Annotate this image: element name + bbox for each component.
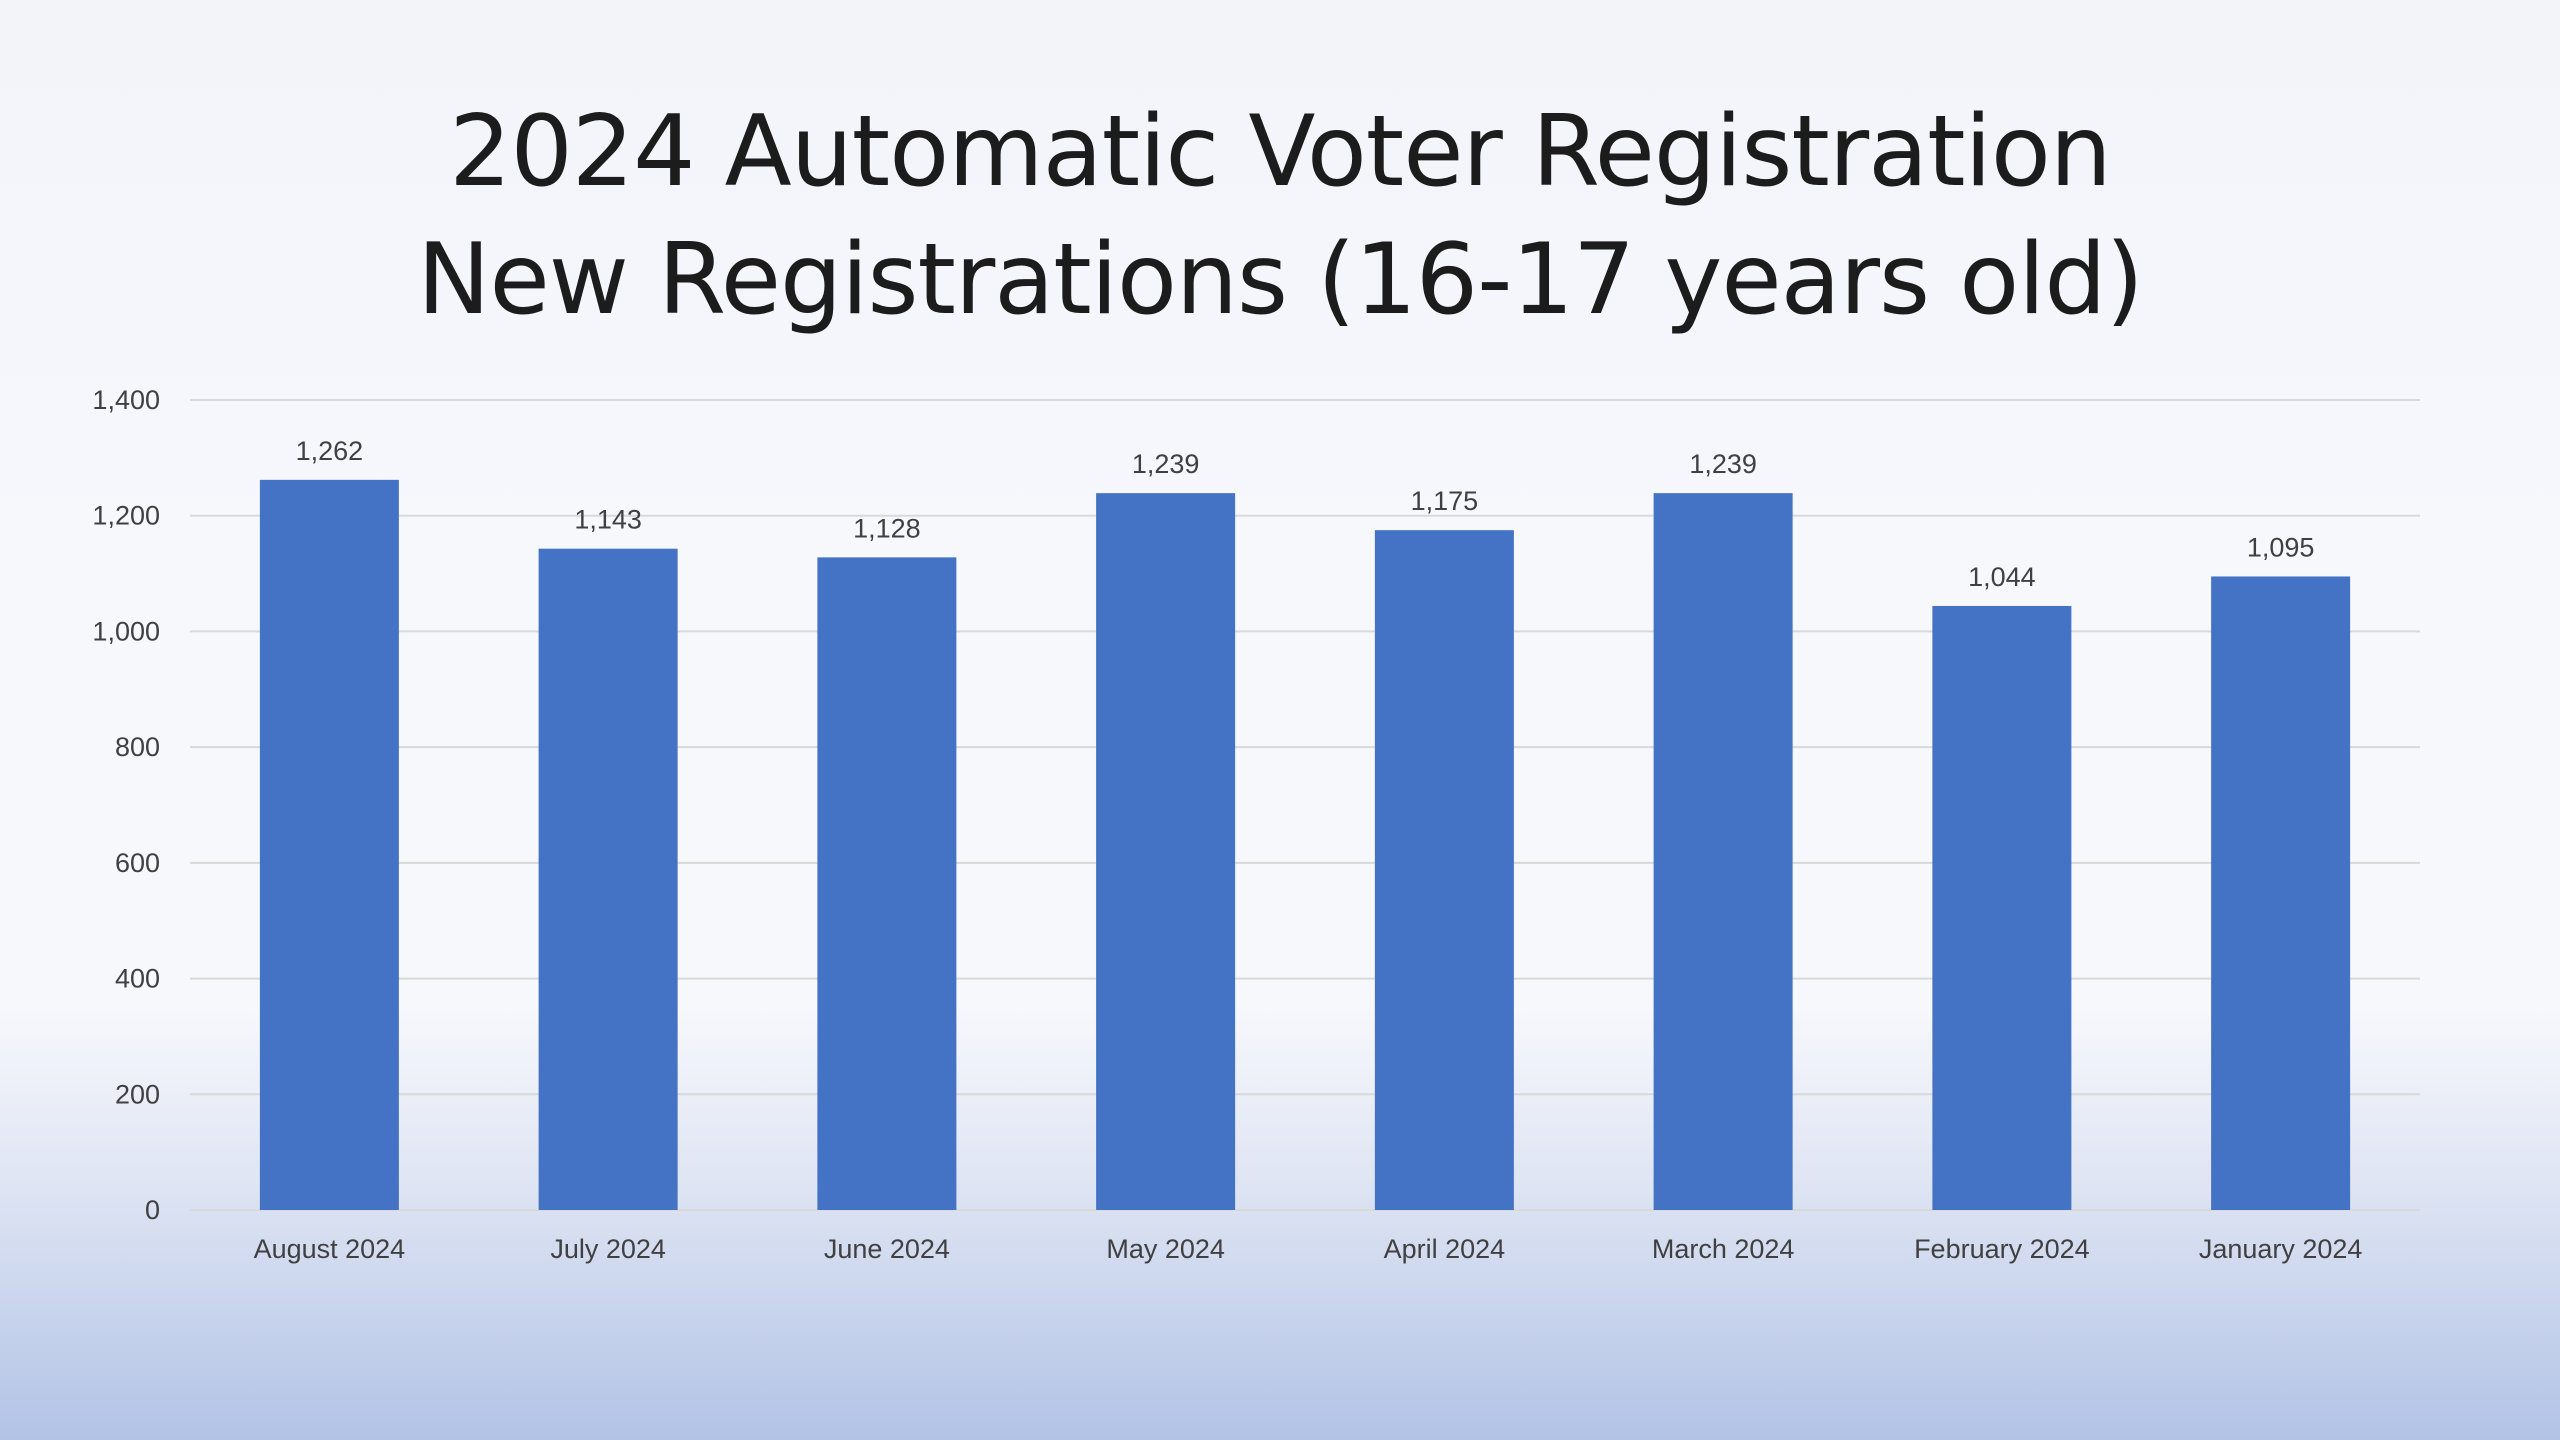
y-tick-label: 200 [115, 1079, 160, 1109]
bar [1096, 493, 1236, 1210]
data-labels: 1,262 1,143 1,128 1,239 1,175 1,239 1,044 1,095 [296, 436, 2315, 592]
y-tick-label: 1,400 [92, 385, 160, 415]
chart-title-line-1: 2024 Automatic Voter Registration [449, 95, 2112, 209]
x-category-label: April 2024 [1384, 1234, 1506, 1264]
y-tick-label: 1,000 [92, 616, 160, 646]
data-label: 1,239 [1132, 449, 1200, 479]
data-label: 1,095 [2247, 532, 2315, 562]
chart-title: 2024 Automatic Voter Registration New Re… [0, 88, 2560, 344]
data-label: 1,044 [1968, 562, 2036, 592]
bar [538, 548, 678, 1210]
data-label: 1,128 [853, 513, 921, 543]
x-category-label: March 2024 [1652, 1234, 1795, 1264]
y-tick-label: 1,200 [92, 501, 160, 531]
data-label: 1,143 [574, 505, 642, 535]
gridlines [190, 399, 2420, 1211]
chart-title-line-2: New Registrations (16-17 years old) [417, 223, 2144, 337]
bar [2211, 576, 2351, 1210]
x-category-label: June 2024 [824, 1234, 950, 1264]
y-tick-label: 400 [115, 964, 160, 994]
x-category-label: January 2024 [2199, 1234, 2363, 1264]
data-label: 1,239 [1689, 449, 1757, 479]
y-tick-label: 0 [145, 1195, 160, 1225]
y-tick-label: 800 [115, 732, 160, 762]
data-label: 1,262 [296, 436, 364, 466]
bar [1653, 493, 1793, 1210]
bar [817, 557, 957, 1210]
x-category-label: February 2024 [1914, 1234, 2090, 1264]
bar [259, 479, 399, 1210]
bars [259, 479, 2351, 1210]
x-category-label: August 2024 [254, 1234, 406, 1264]
x-category-label: July 2024 [550, 1234, 666, 1264]
x-category-label: May 2024 [1106, 1234, 1225, 1264]
data-label: 1,175 [1411, 486, 1479, 516]
x-axis-category-labels: August 2024 July 2024 June 2024 May 2024 Apr… [254, 1234, 2363, 1264]
y-axis-tick-labels: 0 200 400 600 800 1,000 1,200 1,400 [92, 385, 160, 1225]
bar [1932, 605, 2072, 1210]
y-tick-label: 600 [115, 848, 160, 878]
bar [1374, 530, 1514, 1210]
